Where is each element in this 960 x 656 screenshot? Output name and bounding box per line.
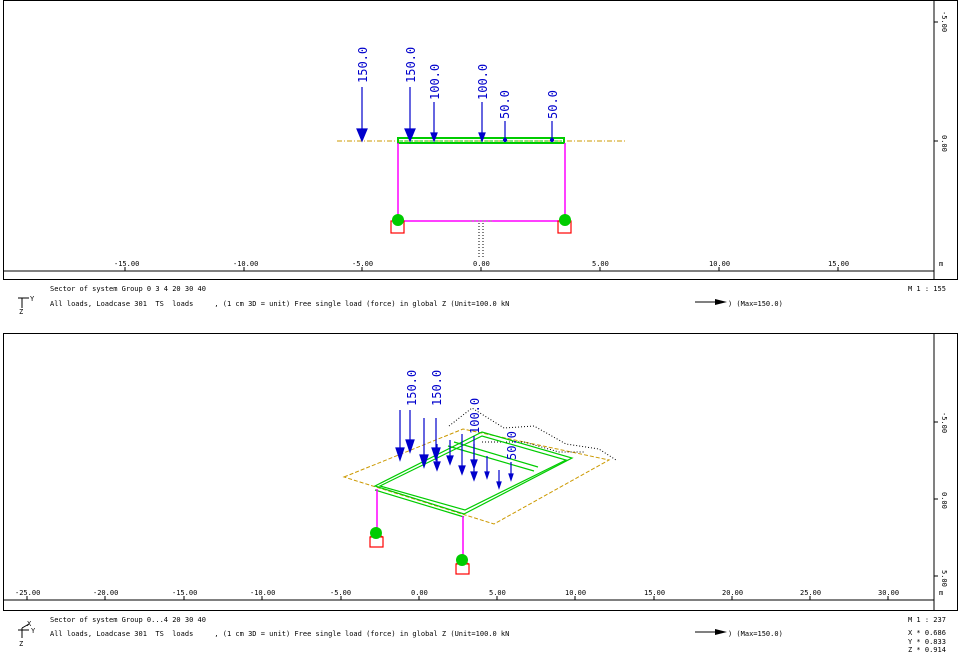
load-label: 100.0 xyxy=(428,64,442,100)
axis-triad-bottom: X Y Z xyxy=(18,620,36,648)
loadcase-info: All loads, Loadcase 301 TS loads , (1 cm… xyxy=(50,630,510,638)
axis-triad-top: Y Z xyxy=(18,295,35,316)
x-tick-label: 10.00 xyxy=(709,260,730,268)
z-tick-label: 0.00 xyxy=(940,135,948,152)
x-axis-ticks xyxy=(124,267,839,271)
load-label: 150.0 xyxy=(405,370,419,406)
x-tick-label: -5.00 xyxy=(352,260,373,268)
z-tick-label: -5.00 xyxy=(940,11,948,32)
loadcase-info: All loads, Loadcase 301 TS loads , (1 cm… xyxy=(50,300,510,308)
iso-support-left xyxy=(369,527,384,548)
scale-label: M 1 : 155 xyxy=(908,285,946,293)
x-tick-label: -15.00 xyxy=(114,260,139,268)
x-tick-label: 5.00 xyxy=(592,260,609,268)
unit-arrow-icon xyxy=(695,299,727,305)
load-label: 150.0 xyxy=(404,47,418,83)
support-left xyxy=(390,214,405,234)
top-view-drawing: 150.0 150.0 100.0 100.0 50.0 50.0 -15.00… xyxy=(4,1,948,279)
unit-arrow-icon xyxy=(695,629,727,635)
iso-load-arrows xyxy=(395,410,514,490)
load-label: 50.0 xyxy=(498,90,512,119)
view-factor-x: X * 0.686 xyxy=(908,629,946,637)
axis-z-label: Z xyxy=(19,640,23,648)
load-label: 150.0 xyxy=(356,47,370,83)
support-right xyxy=(557,214,572,234)
axis-y-label: Y xyxy=(30,295,35,303)
x-tick-label: 15.00 xyxy=(644,589,665,597)
view-factor-z: Z * 0.914 xyxy=(908,646,946,654)
max-label: ) (Max=150.0) xyxy=(728,300,783,308)
view-factor-y: Y * 0.833 xyxy=(908,638,946,646)
x-tick-label: -10.00 xyxy=(233,260,258,268)
x-tick-label: 25.00 xyxy=(800,589,821,597)
x-tick-label: -25.00 xyxy=(15,589,40,597)
x-tick-label: 15.00 xyxy=(828,260,849,268)
x-tick-label: -5.00 xyxy=(330,589,351,597)
scale-label: M 1 : 237 xyxy=(908,616,946,624)
sector-info: Sector of system Group 0...4 20 30 40 xyxy=(50,616,206,624)
sector-info: Sector of system Group 0 3 4 20 30 40 xyxy=(50,285,206,293)
load-label: 50.0 xyxy=(546,90,560,119)
load-label: 50.0 xyxy=(505,431,519,460)
load-label: 150.0 xyxy=(430,370,444,406)
x-tick-label: -15.00 xyxy=(172,589,197,597)
iso-view-panel: 150.0 150.0 100.0 50.0 -25.00 -20.00 -15… xyxy=(3,333,958,611)
load-label: 100.0 xyxy=(476,64,490,100)
x-tick-label: 0.00 xyxy=(411,589,428,597)
max-label: ) (Max=150.0) xyxy=(728,630,783,638)
z-tick-label: 0.00 xyxy=(940,492,948,509)
axis-z-label: Z xyxy=(19,308,23,316)
x-tick-label: 5.00 xyxy=(489,589,506,597)
x-unit-label: m xyxy=(939,589,943,597)
x-tick-label: 10.00 xyxy=(565,589,586,597)
x-tick-label: 30.00 xyxy=(878,589,899,597)
x-tick-label: 0.00 xyxy=(473,260,490,268)
iso-support-right xyxy=(455,554,470,575)
load-arrows xyxy=(356,87,555,143)
axis-x-label: X xyxy=(27,620,32,628)
z-tick-label: -5.00 xyxy=(940,412,948,433)
axis-y-label: Y xyxy=(31,627,36,635)
x-unit-label: m xyxy=(939,260,943,268)
ground-plane xyxy=(342,428,611,525)
top-view-panel: 150.0 150.0 100.0 100.0 50.0 50.0 -15.00… xyxy=(3,0,958,280)
x-tick-label: -10.00 xyxy=(250,589,275,597)
iso-view-drawing: 150.0 150.0 100.0 50.0 -25.00 -20.00 -15… xyxy=(4,334,948,610)
x-tick-label: -20.00 xyxy=(93,589,118,597)
load-label: 100.0 xyxy=(468,398,482,434)
x-tick-label: 20.00 xyxy=(722,589,743,597)
x-axis-ticks xyxy=(26,596,889,600)
z-tick-label: 5.00 xyxy=(940,570,948,587)
